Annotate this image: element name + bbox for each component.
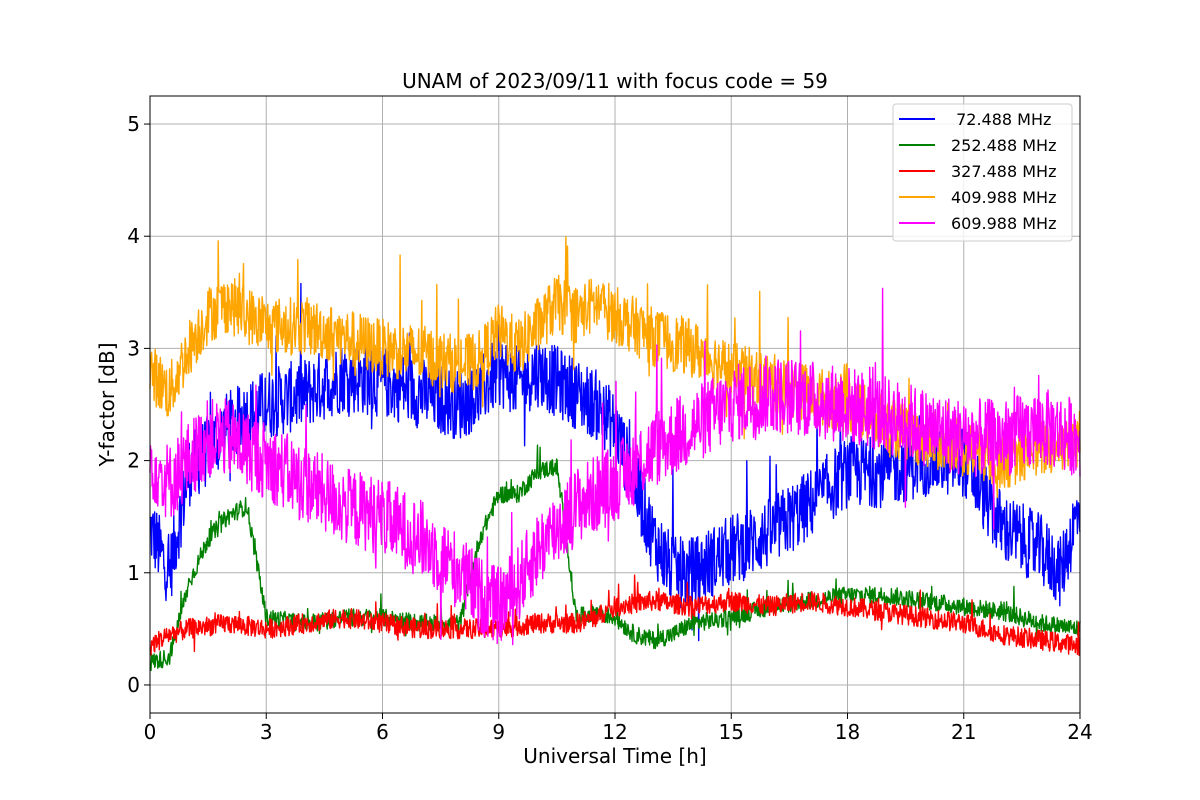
legend-label: 609.988 MHz [951,214,1056,233]
x-tick-label: 9 [492,720,505,744]
x-tick-label: 0 [144,720,157,744]
x-tick-label: 6 [376,720,389,744]
legend-box [892,103,1073,242]
series-line-4 [149,287,1081,646]
x-tick-label: 21 [951,720,976,744]
legend-label: 409.988 MHz [951,188,1056,207]
series-line-0 [149,282,1081,642]
x-tick-label: 24 [1067,720,1092,744]
x-axis-label: Universal Time [h] [523,744,706,768]
x-tick-label: 3 [260,720,273,744]
x-tick-label: 12 [602,720,627,744]
chart-title: UNAM of 2023/09/11 with focus code = 59 [402,69,828,93]
y-tick-label: 0 [127,673,140,697]
y-tick-label: 4 [127,224,140,248]
legend-label: 72.488 MHz [951,110,1051,129]
series-group [149,236,1081,671]
x-tick-label: 18 [835,720,860,744]
y-tick-label: 3 [127,336,140,360]
legend-label: 327.488 MHz [951,162,1056,181]
legend-label: 252.488 MHz [951,136,1056,155]
legend: 72.488 MHz 252.488 MHz 327.488 MHz 409.988 … [892,103,1073,242]
x-tick-label: 15 [719,720,744,744]
y-tick-label: 5 [127,112,140,136]
series-line-2 [149,574,1081,656]
y-axis-label: Y-factor [dB] [95,342,119,467]
y-tick-label: 1 [127,561,140,585]
y-tick-label: 2 [127,449,140,473]
